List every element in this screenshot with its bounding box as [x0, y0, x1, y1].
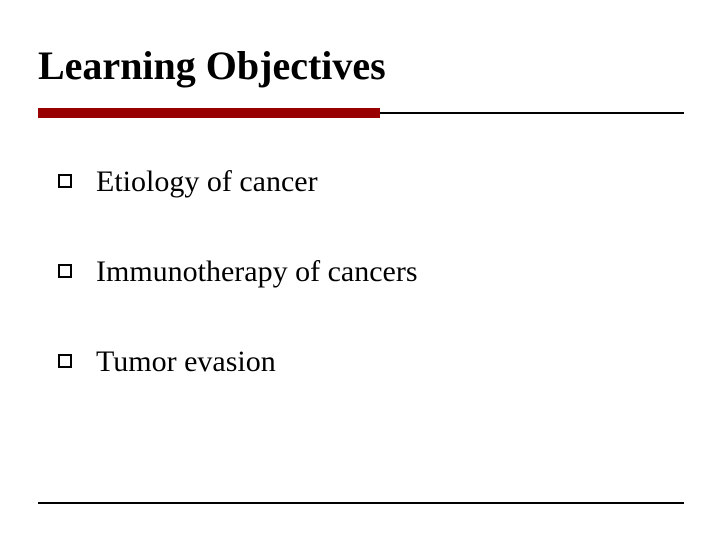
- bullet-text: Tumor evasion: [96, 344, 276, 380]
- title-underline-thin: [380, 112, 684, 114]
- square-bullet-icon: [58, 174, 72, 188]
- square-bullet-icon: [58, 354, 72, 368]
- square-bullet-icon: [58, 264, 72, 278]
- bullet-item: Tumor evasion: [58, 344, 418, 380]
- slide: Learning Objectives Etiology of cancer Im…: [0, 0, 720, 540]
- bullet-text: Etiology of cancer: [96, 164, 318, 200]
- bullet-item: Immunotherapy of cancers: [58, 254, 418, 290]
- title-underline-accent: [38, 108, 380, 118]
- bullet-text: Immunotherapy of cancers: [96, 254, 418, 290]
- bullet-list: Etiology of cancer Immunotherapy of cance…: [58, 164, 418, 380]
- bullet-item: Etiology of cancer: [58, 164, 418, 200]
- slide-title: Learning Objectives: [38, 42, 386, 89]
- bottom-rule: [38, 502, 684, 504]
